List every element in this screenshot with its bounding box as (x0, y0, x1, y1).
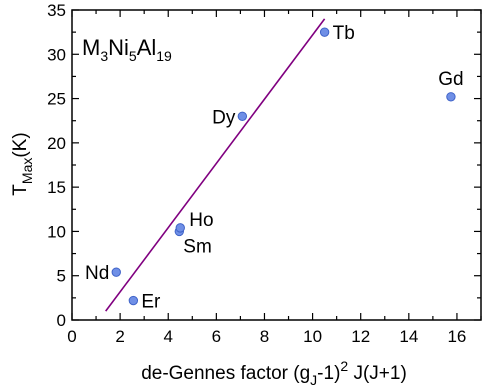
fit-line-group (105, 18, 326, 312)
linear-fit-line (105, 18, 326, 312)
point-label-gd: Gd (438, 69, 463, 90)
point-label-dy: Dy (212, 107, 236, 128)
data-point-gd (446, 92, 456, 102)
y-tick-label: 25 (47, 90, 66, 109)
point-label-nd: Nd (85, 263, 109, 284)
x-tick-label: 14 (399, 327, 418, 346)
axes: 0 2 4 6 8 10 12 14 16 0 5 10 15 20 25 30 35 (47, 1, 482, 346)
point-label-ho: Ho (189, 210, 213, 231)
x-tick-label: 12 (351, 327, 370, 346)
data-point-tb (319, 27, 330, 37)
point-label-tb: Tb (333, 23, 355, 44)
y-tick-label: 35 (47, 1, 66, 20)
x-tick-label: 0 (67, 327, 76, 346)
formula-annotation: M3Ni5Al19 (82, 35, 172, 64)
data-point-dy (237, 111, 248, 121)
y-axis-title: TMax(K) (10, 132, 35, 195)
data-point-nd (111, 267, 121, 277)
point-labels: Nd Er Sm Ho Dy Tb Gd (85, 23, 464, 312)
y-tick-label: 15 (47, 178, 66, 197)
data-points (111, 27, 456, 306)
x-axis-title: de-Gennes factor (gJ-1)2 J(J+1) (141, 358, 407, 387)
x-tick-label: 2 (115, 327, 124, 346)
y-tick-label: 10 (47, 222, 66, 241)
point-label-er: Er (141, 292, 161, 313)
x-tick-label: 6 (212, 327, 221, 346)
y-tick-label: 20 (47, 134, 66, 153)
y-tick-label: 0 (57, 311, 66, 330)
x-tick-label: 4 (164, 327, 173, 346)
y-tick-label: 30 (47, 45, 66, 64)
data-point-ho (175, 223, 185, 233)
point-label-sm: Sm (183, 236, 212, 257)
x-tick-label: 16 (447, 327, 466, 346)
x-tick-label: 8 (260, 327, 269, 346)
data-point-er (128, 295, 139, 306)
x-tick-label: 10 (303, 327, 322, 346)
y-tick-label: 5 (57, 267, 66, 286)
